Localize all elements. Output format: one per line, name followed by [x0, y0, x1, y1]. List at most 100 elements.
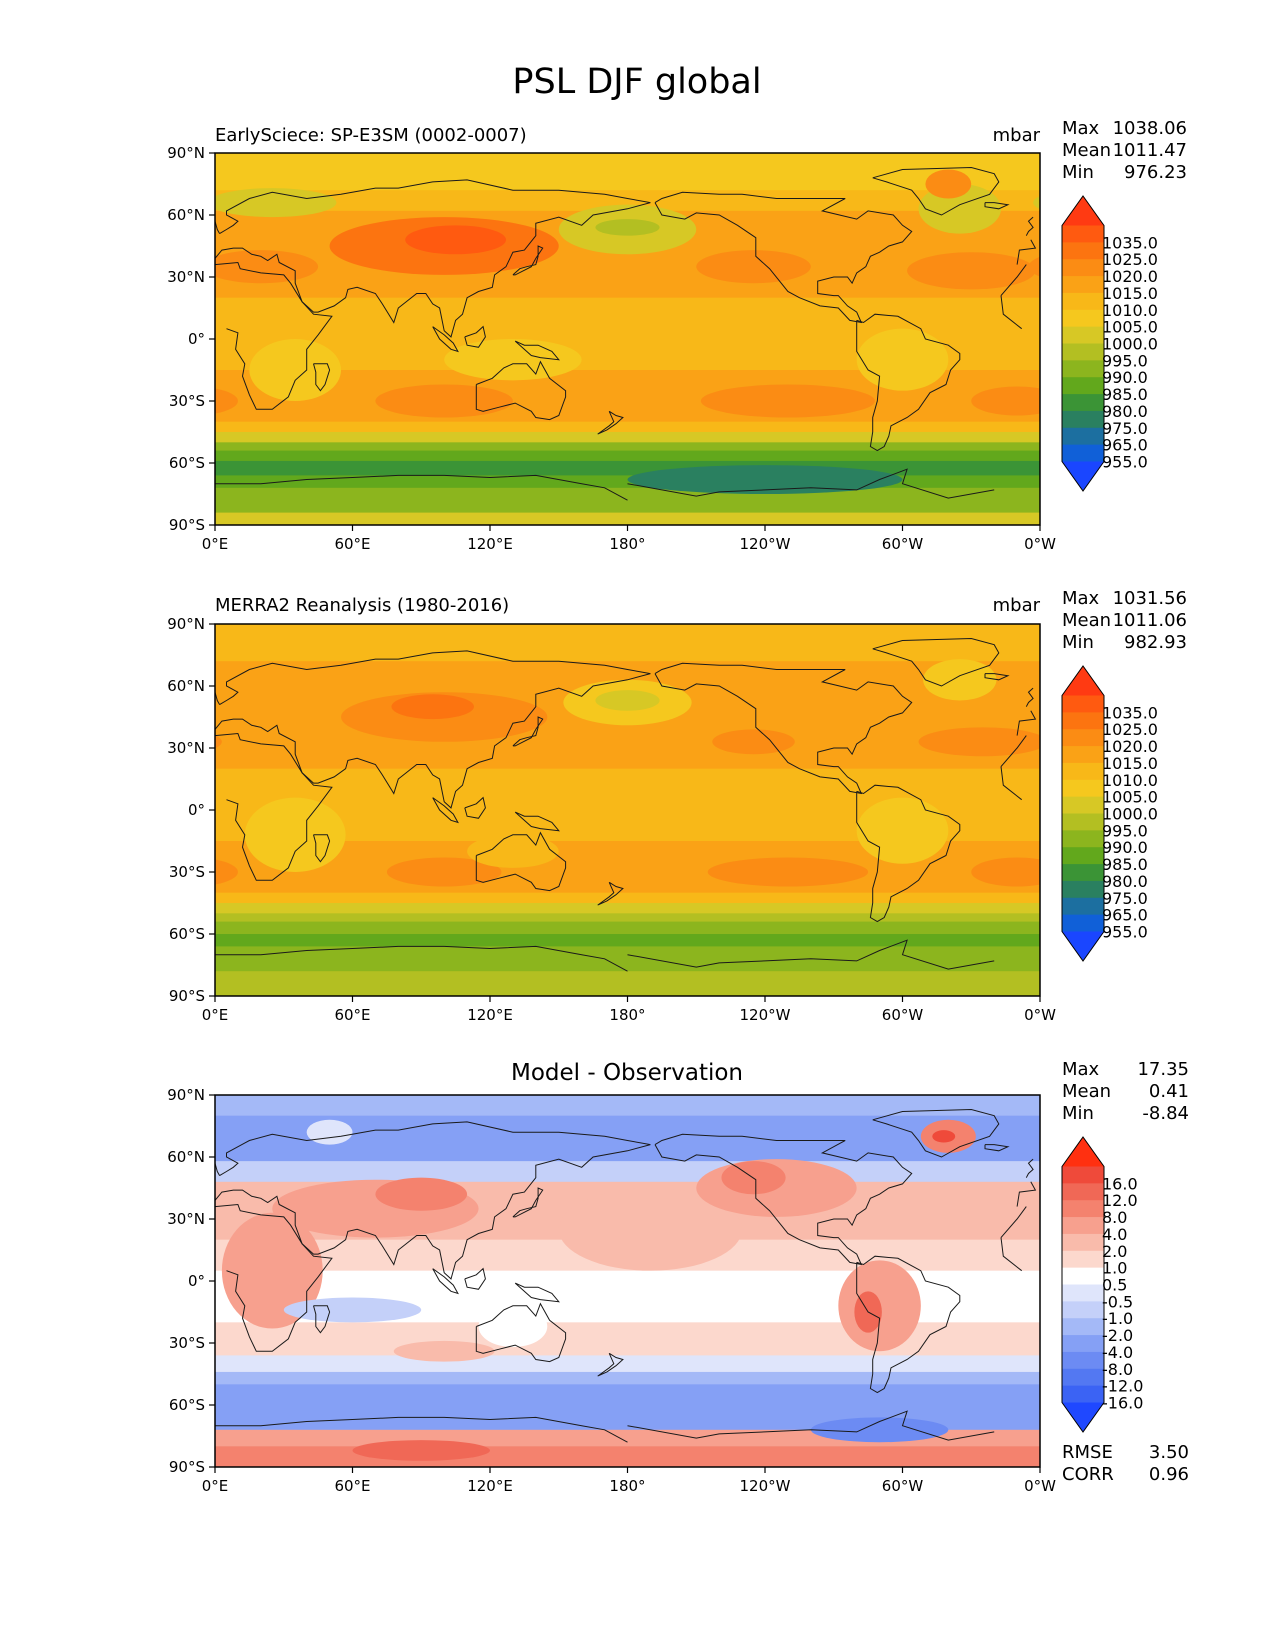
contour-blob	[700, 384, 876, 418]
contour-blob	[215, 735, 222, 749]
y-tick-label: 60°N	[167, 1148, 205, 1166]
colorbar-label: 1035.0	[1102, 703, 1158, 722]
contour-blob	[444, 339, 582, 381]
coastline	[654, 191, 913, 324]
stat-label: Mean	[1062, 1081, 1111, 1102]
y-tick-label: 0°	[188, 330, 205, 348]
colorbar-extend-min	[1062, 931, 1104, 961]
colorbar: 1035.01025.01020.01015.01010.01005.01000…	[1061, 665, 1158, 962]
contour-blob	[595, 690, 660, 711]
y-tick-label: 0°	[188, 1272, 205, 1290]
coastline	[514, 811, 560, 832]
contour-band	[215, 460, 1040, 476]
colorbar-label: 965.0	[1102, 906, 1148, 925]
colorbar-segment	[1062, 326, 1104, 345]
map-plot	[214, 623, 1041, 997]
y-tick-label: 30°N	[167, 739, 205, 757]
stat-label: Min	[1062, 632, 1094, 653]
colorbar-label: 1020.0	[1102, 267, 1158, 286]
contour-blob	[467, 834, 559, 868]
colorbar-label: 990.0	[1102, 838, 1148, 857]
coastline	[432, 1268, 459, 1295]
x-tick-label: 0°W	[1024, 535, 1056, 553]
colorbar-segment	[1062, 427, 1104, 446]
colorbar-label: 12.0	[1102, 1191, 1138, 1210]
contour-blob	[971, 857, 1040, 887]
colorbar-segment	[1062, 897, 1104, 916]
colorbar-label: -0.5	[1102, 1292, 1133, 1311]
contour-blob	[478, 1305, 548, 1348]
coastlines	[215, 166, 1037, 501]
contour-blob	[1033, 196, 1040, 210]
colorbar-segment	[1062, 1250, 1104, 1269]
y-tick-label: 0°	[188, 801, 205, 819]
coastline	[984, 1144, 1010, 1152]
contour-band	[215, 421, 1040, 433]
colorbar-label: 995.0	[1102, 351, 1148, 370]
colorbar-segment	[1062, 1284, 1104, 1302]
colorbar-segment	[1062, 225, 1104, 243]
contour-blob	[215, 388, 238, 414]
coastline	[597, 1352, 624, 1377]
coastline	[984, 202, 1010, 210]
colorbar-segment	[1062, 830, 1104, 848]
x-tick-label: 0°E	[202, 535, 229, 553]
contour-band	[215, 892, 1040, 904]
rmse-value: 3.50	[1149, 1442, 1189, 1463]
colorbar-label: 1000.0	[1102, 335, 1158, 354]
colorbar-segment	[1062, 796, 1104, 815]
colorbar-segment	[1062, 1335, 1104, 1353]
contour-blob	[712, 729, 795, 755]
y-tick-label: 90°N	[167, 615, 205, 633]
x-tick-label: 0°E	[202, 1006, 229, 1024]
colorbar-label: 980.0	[1102, 872, 1148, 891]
colorbar-label: 1025.0	[1102, 250, 1158, 269]
coastline	[514, 1282, 560, 1303]
colorbar-outline	[1061, 1136, 1105, 1433]
coastline	[432, 326, 459, 353]
colorbar-segment	[1062, 377, 1104, 395]
colorbar-segment	[1062, 1385, 1104, 1404]
coastline	[464, 796, 486, 819]
y-tick-label: 30°N	[167, 268, 205, 286]
colorbar-segment	[1062, 847, 1104, 865]
coastline	[654, 1133, 913, 1266]
colorbar-label: 955.0	[1102, 453, 1148, 472]
contour-blob	[595, 219, 660, 236]
contour-blob	[249, 339, 342, 401]
colorbar-extend-max	[1062, 1137, 1104, 1167]
colorbar-segment	[1062, 729, 1104, 747]
y-tick-label: 30°S	[169, 863, 205, 881]
contour-blob	[856, 328, 949, 391]
colorbar-label: 1010.0	[1102, 771, 1158, 790]
colorbar-extend-min	[1062, 1402, 1104, 1432]
y-tick-label: 30°N	[167, 1210, 205, 1228]
coastline	[215, 179, 1037, 338]
y-tick-label: 30°S	[169, 392, 205, 410]
contour-band	[215, 1161, 1040, 1183]
contour-blob	[221, 1212, 323, 1329]
coastline	[514, 340, 560, 361]
figure-title: PSL DJF global	[512, 62, 761, 102]
colorbar-segment	[1062, 360, 1104, 378]
x-tick-label: 0°W	[1024, 1477, 1056, 1495]
contour-blob	[925, 169, 972, 199]
contour-band	[215, 1355, 1040, 1373]
y-tick-label: 90°S	[169, 1458, 205, 1476]
coastline	[215, 732, 1027, 881]
coastline	[215, 939, 995, 972]
stats-block: Max 1038.06 Mean 1011.47 Min 976.23	[1062, 118, 1187, 183]
left-label: MERRA2 Reanalysis (1980-2016)	[215, 595, 509, 616]
colorbar-label: 1.0	[1102, 1259, 1127, 1278]
contour-blob	[375, 1177, 468, 1211]
contour-blob	[386, 857, 502, 887]
contour-blob	[627, 465, 903, 494]
colorbar-segment	[1062, 880, 1104, 899]
colorbar-segment	[1062, 444, 1104, 463]
x-tick-label: 180°	[609, 1477, 645, 1495]
colorbar-segment	[1062, 813, 1104, 831]
contour-blob	[215, 859, 238, 885]
colorbar-label: 975.0	[1102, 889, 1148, 908]
colorbar-label: 975.0	[1102, 419, 1148, 438]
colorbar-label: -1.0	[1102, 1309, 1133, 1328]
